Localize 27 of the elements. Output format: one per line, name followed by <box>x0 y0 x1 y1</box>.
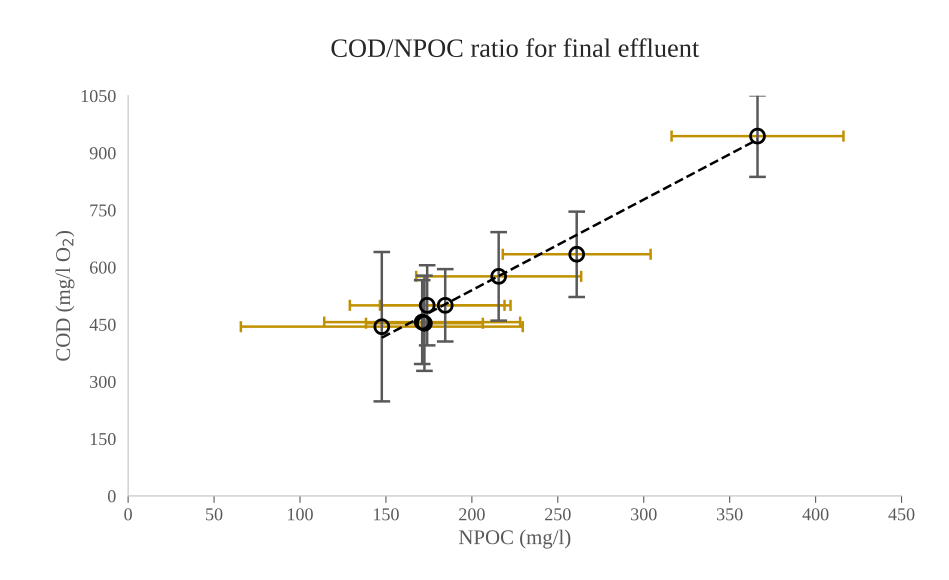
x-tick-label: 450 <box>888 508 914 520</box>
x-tick-label: 250 <box>545 508 571 520</box>
y-axis-title: COD (mg/l O$_{2}$) <box>55 230 74 361</box>
x-tick-label: 0 <box>124 508 132 520</box>
point <box>568 246 586 263</box>
y-tick-label: 750 <box>90 204 116 216</box>
y-tick-label: 900 <box>90 147 116 160</box>
x-tick-label: 50 <box>206 508 222 520</box>
x-tick-label: 300 <box>631 508 657 520</box>
y-tick-label: 1050 <box>82 90 116 102</box>
x-tick-label: 400 <box>802 508 828 520</box>
y-tick-label: 300 <box>90 376 116 388</box>
x-tick-label: 150 <box>374 508 399 520</box>
y-tick-label: 150 <box>90 432 116 446</box>
x-tick-label: 100 <box>288 508 313 520</box>
x-axis-title: NPOC (mg/l) <box>459 530 570 549</box>
chart-title: COD/NPOC ratio for final effluent <box>331 38 700 58</box>
x-tick-label: 200 <box>459 508 485 520</box>
y-tick-label: 600 <box>90 261 116 274</box>
y-tick-label: 0 <box>108 490 116 502</box>
point <box>490 268 508 285</box>
point <box>436 296 454 314</box>
point <box>418 296 436 314</box>
x-tick-label: 350 <box>716 508 743 520</box>
point <box>373 318 390 336</box>
point <box>749 128 766 144</box>
y-tick-label: 450 <box>90 318 116 331</box>
